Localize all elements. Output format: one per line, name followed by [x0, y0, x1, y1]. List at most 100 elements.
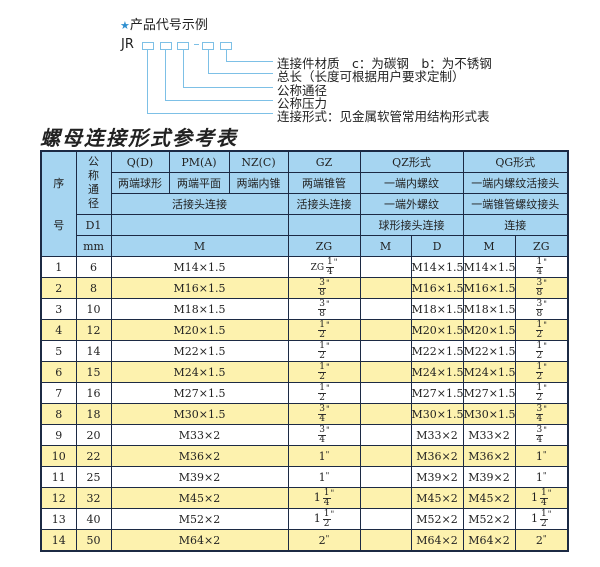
inch-value: 1 2 "	[535, 341, 547, 360]
cell-qz-m	[359, 256, 412, 278]
inch-value: 1 2 "	[318, 362, 330, 381]
inch-value: 1"	[536, 471, 547, 484]
inch-value: 1"	[536, 450, 547, 463]
cell-zg: 1 2 "	[287, 361, 361, 383]
cell-m: M27×1.5	[110, 382, 289, 404]
header-d1: D1	[75, 214, 112, 236]
denominator: 4	[327, 266, 333, 277]
cell-m: M22×1.5	[110, 340, 289, 362]
whole: 2	[535, 533, 543, 547]
numerator: 1	[318, 319, 327, 331]
inch-mark: "	[543, 362, 547, 372]
numerator: 1	[322, 508, 331, 520]
denominator: 2	[319, 392, 326, 403]
label-nominal-diameter: 公称通径	[277, 83, 328, 98]
cell-m: M14×1.5	[110, 256, 289, 278]
inch-value: 1 2 "	[318, 319, 330, 339]
header-m: M	[110, 235, 289, 257]
cell-qg-zg: 3 8 "	[514, 277, 569, 299]
cell-qz-d: M27×1.5	[410, 382, 464, 404]
cell-qz-d: M30×1.5	[410, 403, 464, 425]
table-row: 2 8 M16×1.5 3 8 " M16×1.5 M16×1.5 3 8 "	[40, 277, 569, 299]
cell-qz-m	[359, 319, 412, 341]
cell-qz-m	[359, 466, 412, 488]
cell-qz-m	[359, 277, 412, 299]
cell-qg-m: M20×1.5	[462, 319, 516, 341]
inch-mark: "	[326, 383, 330, 393]
table-row: 1 6 M14×1.5 ZG 1 4 " M14×1.5 M14×1.5 1 4 "	[40, 256, 569, 278]
inch-value: 3 8 "	[535, 299, 547, 318]
cell-m: M64×2	[110, 529, 289, 552]
inch-value: 3 8 "	[318, 299, 330, 318]
cell-qg-m: M45×2	[462, 487, 516, 509]
denominator: 4	[536, 266, 543, 277]
inch-mark: "	[543, 257, 547, 267]
cell-qg-zg: 3 8 "	[514, 298, 569, 320]
denominator: 2	[319, 371, 326, 382]
cell-qz-d: M16×1.5	[410, 277, 464, 299]
cell-no: 8	[40, 403, 77, 425]
table-row: 10 22 M36×2 1" M36×2 M36×2 1"	[40, 445, 569, 467]
whole: 1	[535, 449, 543, 463]
inch-mark: "	[543, 278, 547, 288]
cell-no: 2	[40, 277, 77, 299]
inch-mark: "	[542, 533, 547, 543]
whole: 1	[535, 470, 543, 484]
numerator: 1	[540, 487, 548, 499]
cell-no: 1	[40, 256, 77, 278]
denominator: 2	[536, 371, 543, 382]
inch-value: 2"	[319, 534, 330, 547]
cell-d1: 6	[75, 256, 112, 278]
code-box-connection	[142, 42, 154, 50]
cell-zg: 1"	[287, 445, 361, 467]
cell-no: 7	[40, 382, 77, 404]
cell-d1: 12	[75, 319, 112, 341]
header-qg-desc2: 一端锥管螺纹接头	[462, 193, 569, 215]
cell-qg-zg: 3 4 "	[514, 403, 569, 425]
cell-qz-d: M20×1.5	[410, 319, 464, 341]
inch-mark: "	[542, 470, 547, 480]
inch-value: 1 1 4 "	[531, 488, 551, 507]
cell-qg-zg: 1 1 4 "	[514, 487, 569, 509]
header-qz-desc3: 球形接头连接	[359, 214, 464, 236]
star-icon: ★	[120, 19, 130, 32]
header-q: Q(D)	[110, 150, 170, 173]
leader-line	[226, 49, 227, 61]
denominator: 2	[536, 392, 543, 403]
header-q-desc: 两端球形	[110, 172, 170, 194]
header-qg-desc1: 一端内螺纹活接头	[462, 172, 569, 194]
inch-mark: "	[325, 449, 330, 459]
denominator: 8	[319, 308, 326, 319]
cell-no: 6	[40, 361, 77, 383]
inch-mark: "	[543, 404, 547, 414]
cell-qz-d: M14×1.5	[410, 256, 464, 278]
inch-mark: "	[326, 320, 330, 330]
cell-qg-zg: 1 1 2 "	[514, 508, 569, 530]
header-gz-desc: 两端锥管	[287, 172, 361, 194]
header-qg-m: M	[462, 235, 516, 257]
denominator: 2	[323, 518, 330, 529]
table-row: 9 20 M33×2 3 4 " M33×2 M33×2 3 4 "	[40, 424, 569, 446]
numerator: 3	[535, 403, 544, 415]
inch-mark: "	[325, 533, 330, 543]
denominator: 8	[536, 287, 543, 298]
leader-line	[183, 87, 273, 88]
cell-d1: 50	[75, 529, 112, 552]
inch-mark: "	[326, 362, 330, 372]
cell-zg: 2"	[287, 529, 361, 552]
cell-qg-zg: 1 2 "	[514, 361, 569, 383]
cell-qg-m: M16×1.5	[462, 277, 516, 299]
cell-m: M33×2	[110, 424, 289, 446]
inch-value: 1 2 "	[535, 383, 547, 402]
cell-qz-m	[359, 508, 412, 530]
